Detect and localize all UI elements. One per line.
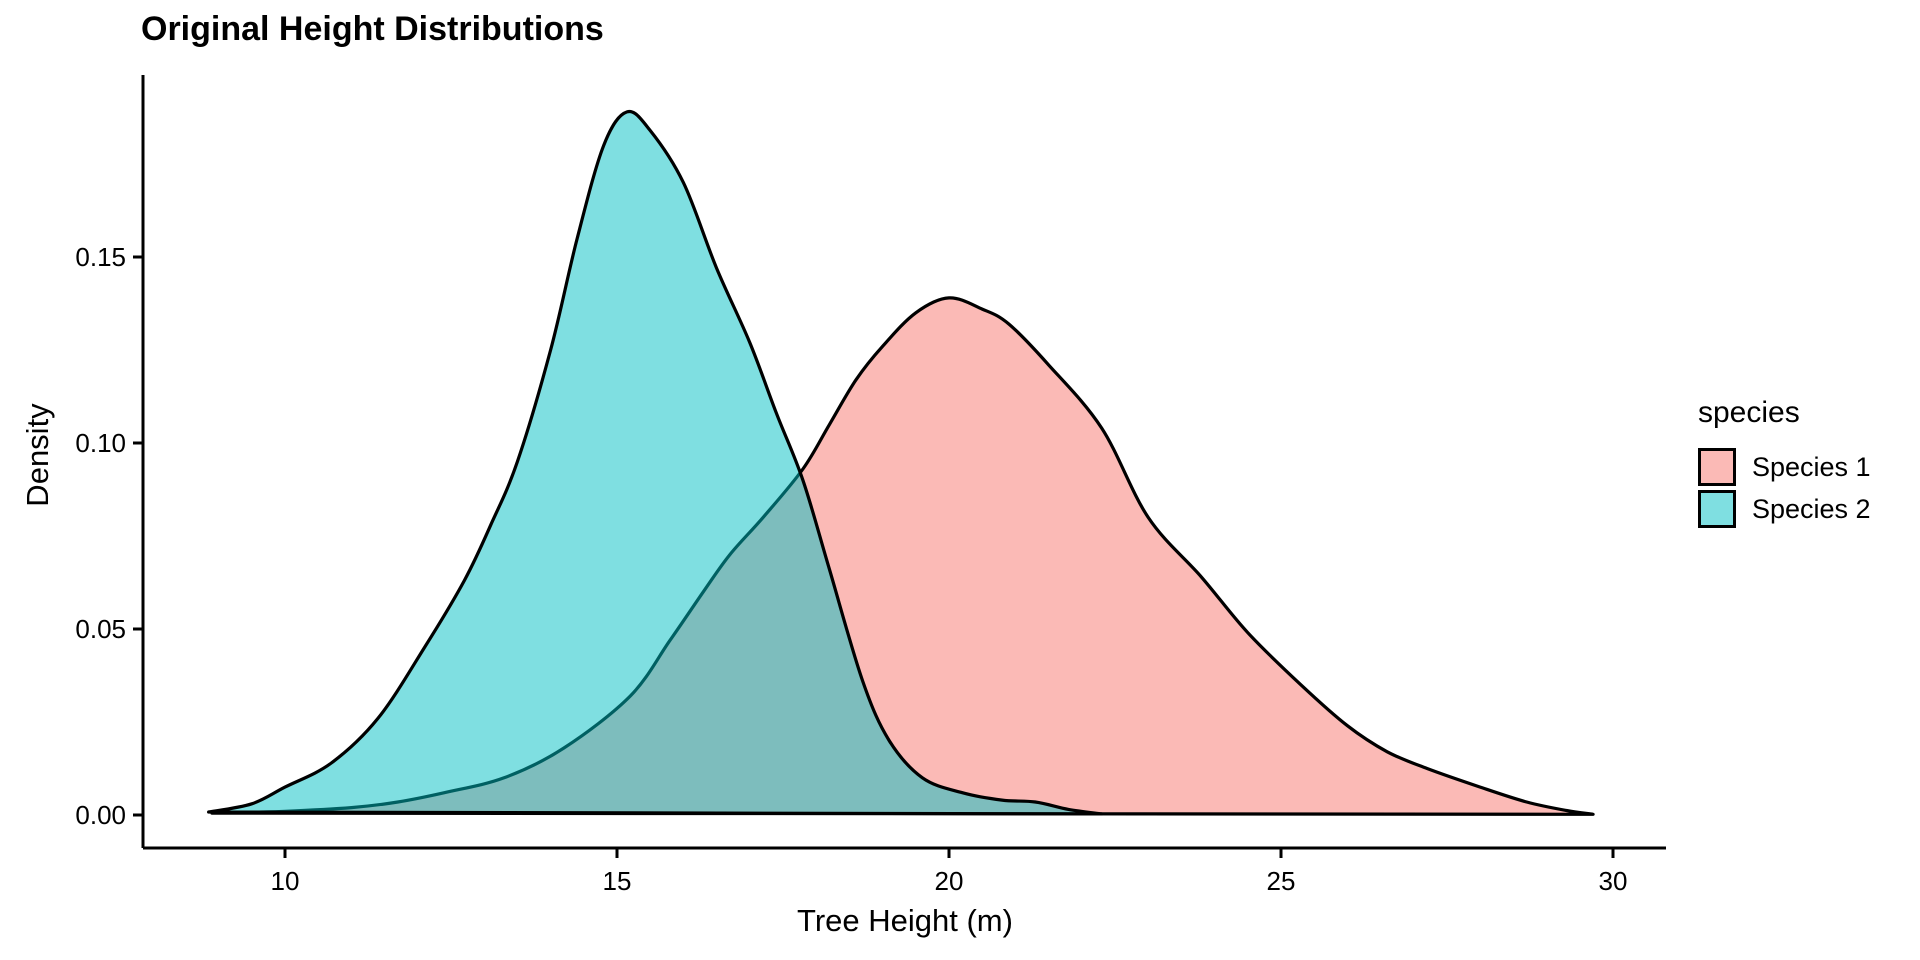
y-tick-label: 0.15 [75,242,126,272]
legend-label-species-1: Species 1 [1752,451,1871,482]
x-axis-title: Tree Height (m) [797,903,1013,938]
legend-entry-species-1: Species 1 [1698,448,1871,486]
x-tick-label: 25 [1267,866,1296,896]
legend-entry-species-2: Species 2 [1698,490,1871,528]
legend-title: species [1698,396,1800,429]
chart-title: Original Height Distributions [141,10,604,48]
y-axis-title: Density [20,403,55,507]
legend-label-species-2: Species 2 [1752,493,1871,524]
x-tick-label: 20 [935,866,964,896]
legend: species Species 1 Species 2 [1698,396,1871,532]
y-tick-label: 0.10 [75,428,126,458]
density-area-species-2 [207,109,1104,816]
x-tick-label: 10 [271,866,300,896]
y-tick-label: 0.00 [75,800,126,830]
x-tick-label: 15 [603,866,632,896]
y-tick-label: 0.05 [75,614,126,644]
x-tick-label: 30 [1599,866,1628,896]
legend-key-species-1-swatch [1698,448,1736,486]
legend-key-species-2-swatch [1698,490,1736,528]
